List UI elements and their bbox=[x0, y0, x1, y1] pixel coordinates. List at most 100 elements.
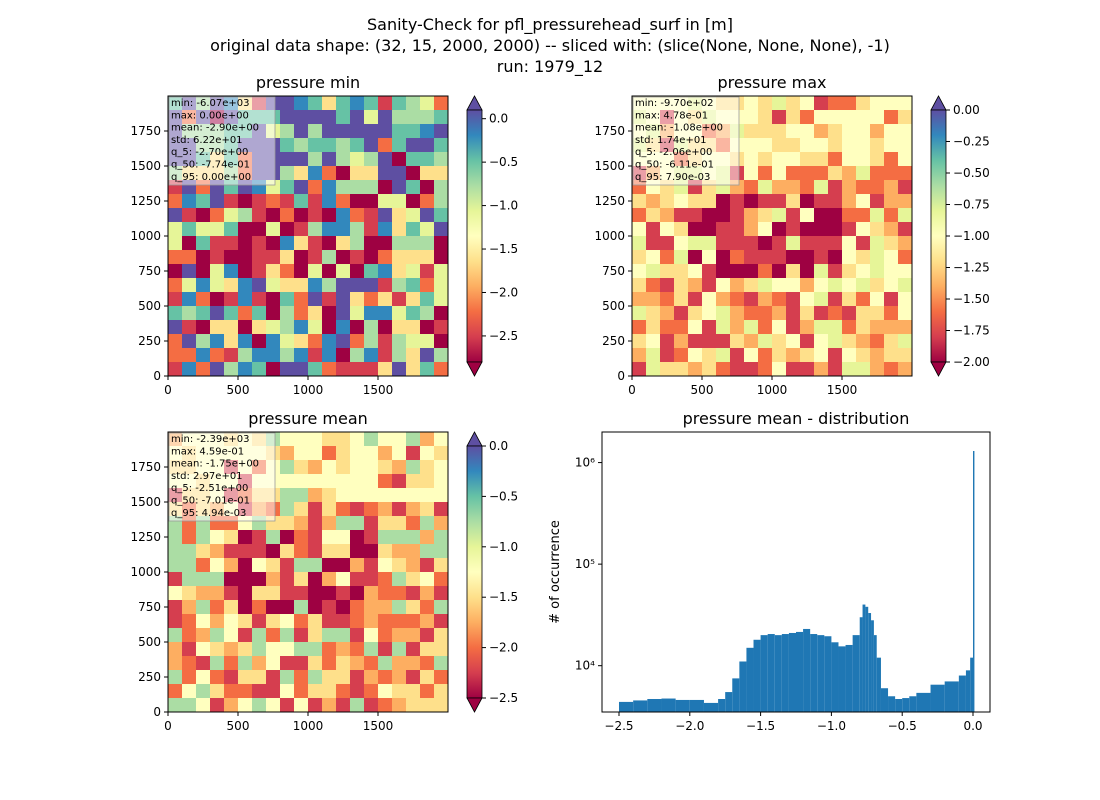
heatmap-cell bbox=[434, 628, 448, 642]
heatmap-cell bbox=[294, 320, 308, 334]
heatmap-cell bbox=[210, 278, 224, 292]
heatmap-cell bbox=[420, 110, 434, 124]
heatmap-cell bbox=[378, 348, 392, 362]
heatmap-cell bbox=[294, 222, 308, 236]
panel-title: pressure mean bbox=[248, 409, 368, 428]
heatmap-cell bbox=[646, 348, 660, 362]
heatmap-cell bbox=[434, 278, 448, 292]
heatmap-cell bbox=[350, 320, 364, 334]
heatmap-cell bbox=[224, 530, 238, 544]
heatmap-cell bbox=[238, 362, 252, 376]
heatmap-cell bbox=[294, 180, 308, 194]
heatmap-cell bbox=[406, 152, 420, 166]
heatmap-cell bbox=[336, 166, 350, 180]
heatmap-cell bbox=[392, 684, 406, 698]
heatmap-cell bbox=[420, 222, 434, 236]
heatmap-cell bbox=[856, 250, 870, 264]
heatmap-cell bbox=[322, 488, 336, 502]
heatmap-cell bbox=[322, 278, 336, 292]
heatmap-cell bbox=[786, 194, 800, 208]
heatmap-cell bbox=[182, 670, 196, 684]
heatmap-cell bbox=[182, 236, 196, 250]
heatmap-cell bbox=[308, 586, 322, 600]
heatmap-cell bbox=[420, 600, 434, 614]
heatmap-cell bbox=[196, 194, 210, 208]
heatmap-cell bbox=[364, 474, 378, 488]
heatmap-cell bbox=[632, 194, 646, 208]
heatmap-cell bbox=[224, 558, 238, 572]
heatmap-cell bbox=[378, 474, 392, 488]
heatmap-cell bbox=[266, 236, 280, 250]
heatmap-cell bbox=[772, 292, 786, 306]
heatmap-cell bbox=[828, 250, 842, 264]
heatmap-cell bbox=[378, 166, 392, 180]
heatmap-cell bbox=[168, 306, 182, 320]
heatmap-cell bbox=[772, 124, 786, 138]
heatmap-cell bbox=[308, 264, 322, 278]
heatmap-cell bbox=[870, 138, 884, 152]
heatmap-cell bbox=[898, 320, 912, 334]
heatmap-cell bbox=[322, 656, 336, 670]
colorbar-tick-label: 0.00 bbox=[953, 103, 980, 117]
stats-line: max: 4.78e-01 bbox=[635, 110, 708, 121]
heatmap-cell bbox=[392, 698, 406, 712]
heatmap-cell bbox=[730, 222, 744, 236]
heatmap-cell bbox=[814, 348, 828, 362]
heatmap-cell bbox=[758, 348, 772, 362]
colorbar-extend-bottom bbox=[930, 361, 947, 377]
x-tick-label: 1000 bbox=[293, 719, 324, 733]
heatmap-cell bbox=[758, 334, 772, 348]
heatmap-cell bbox=[744, 138, 758, 152]
heatmap-cell bbox=[660, 292, 674, 306]
heatmap-cell bbox=[632, 278, 646, 292]
heatmap-cell bbox=[884, 166, 898, 180]
heatmap-cell bbox=[280, 558, 294, 572]
heatmap-cell bbox=[632, 306, 646, 320]
heatmap-cell bbox=[378, 684, 392, 698]
heatmap-cell bbox=[336, 530, 350, 544]
heatmap-cell bbox=[224, 264, 238, 278]
heatmap-cell bbox=[870, 96, 884, 110]
heatmap-cell bbox=[688, 362, 702, 376]
heatmap-cell bbox=[336, 684, 350, 698]
heatmap-cell bbox=[294, 698, 308, 712]
heatmap-cell bbox=[898, 222, 912, 236]
heatmap-cell bbox=[182, 208, 196, 222]
heatmap-cell bbox=[336, 628, 350, 642]
heatmap-cell bbox=[702, 222, 716, 236]
heatmap-cell bbox=[814, 264, 828, 278]
stats-line: min: -9.70e+02 bbox=[635, 98, 714, 109]
heatmap-cell bbox=[322, 530, 336, 544]
heatmap-cell bbox=[336, 320, 350, 334]
heatmap-cell bbox=[884, 264, 898, 278]
heatmap-cell bbox=[800, 264, 814, 278]
y-tick-label: 0 bbox=[153, 369, 161, 383]
heatmap-cell bbox=[786, 320, 800, 334]
heatmap-cell bbox=[828, 236, 842, 250]
heatmap-cell bbox=[730, 194, 744, 208]
heatmap-cell bbox=[168, 698, 182, 712]
heatmap-cell bbox=[350, 222, 364, 236]
heatmap-cell bbox=[856, 222, 870, 236]
heatmap-cell bbox=[238, 334, 252, 348]
heatmap-cell bbox=[434, 264, 448, 278]
heatmap-cell bbox=[406, 96, 420, 110]
heatmap-cell bbox=[196, 306, 210, 320]
heatmap-cell bbox=[322, 124, 336, 138]
x-axis: 0 500 1000 1500 bbox=[628, 376, 857, 397]
heatmap-cell bbox=[688, 348, 702, 362]
heatmap-cell bbox=[168, 222, 182, 236]
heatmap-cell bbox=[392, 502, 406, 516]
heatmap-cell bbox=[378, 362, 392, 376]
heatmap-cell bbox=[420, 320, 434, 334]
heatmap-cell bbox=[280, 600, 294, 614]
heatmap-cell bbox=[856, 166, 870, 180]
heatmap-cell bbox=[266, 208, 280, 222]
heatmap-cell bbox=[814, 194, 828, 208]
heatmap-cell bbox=[828, 264, 842, 278]
heatmap-cell bbox=[280, 264, 294, 278]
heatmap-cell bbox=[168, 334, 182, 348]
heatmap-cell bbox=[266, 544, 280, 558]
